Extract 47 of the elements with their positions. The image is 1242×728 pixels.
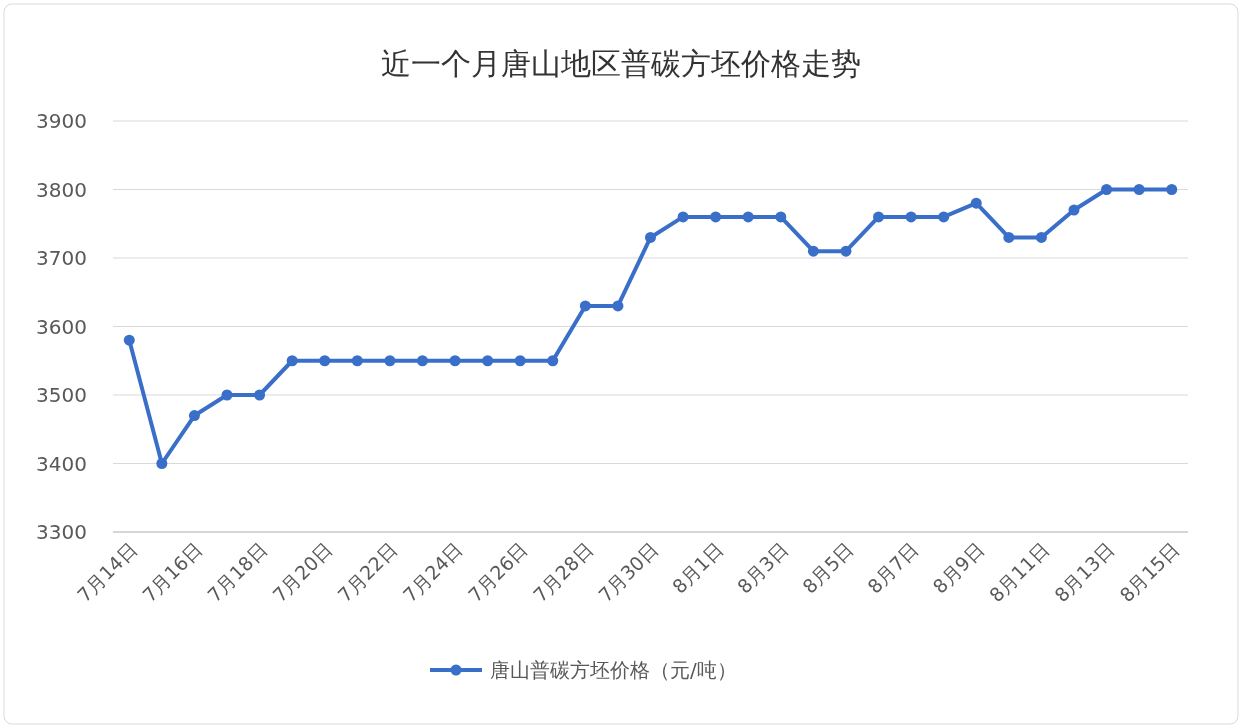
y-tick-label: 3800 [36, 177, 87, 202]
point [873, 211, 885, 223]
x-tick-label: 8月5日 [797, 537, 858, 598]
y-tick-label: 3400 [36, 451, 87, 476]
point [123, 334, 135, 346]
point [742, 211, 754, 223]
point [221, 389, 233, 401]
x-tick-label: 8月1日 [667, 537, 728, 598]
point [677, 211, 689, 223]
point [351, 355, 363, 367]
x-tick-label: 8月7日 [863, 537, 923, 598]
point [319, 355, 331, 367]
legend-label: 唐山普碳方坯价格（元/吨） [490, 658, 737, 682]
point [1035, 231, 1047, 243]
point [1003, 231, 1015, 243]
point [514, 355, 526, 367]
y-tick-label: 3900 [36, 109, 87, 133]
point [840, 245, 852, 257]
x-tick-label: 7月16日 [137, 537, 206, 607]
point [579, 300, 591, 312]
point [905, 211, 917, 223]
point [645, 231, 656, 243]
point [254, 389, 266, 401]
point [775, 211, 787, 223]
y-tick-label: 3500 [36, 383, 87, 407]
point [286, 355, 298, 367]
point [807, 245, 819, 257]
point [547, 355, 559, 367]
point [1133, 184, 1145, 195]
point [384, 355, 396, 367]
point [416, 355, 428, 367]
point [612, 300, 624, 312]
y-tick-label: 3600 [36, 314, 87, 339]
y-tick-label: 3700 [36, 246, 87, 270]
point [449, 355, 461, 367]
point [1068, 204, 1080, 216]
point [482, 355, 494, 367]
point [938, 211, 950, 223]
point [1166, 184, 1178, 195]
chart-title: 近一个月唐山地区普碳方坯价格走势 [381, 46, 861, 81]
point [156, 458, 168, 469]
point [1101, 184, 1113, 195]
point [970, 197, 982, 209]
y-tick-label: 3300 [36, 520, 87, 544]
x-tick-label: 8月3日 [732, 537, 793, 598]
point [188, 410, 200, 422]
point [710, 211, 722, 223]
